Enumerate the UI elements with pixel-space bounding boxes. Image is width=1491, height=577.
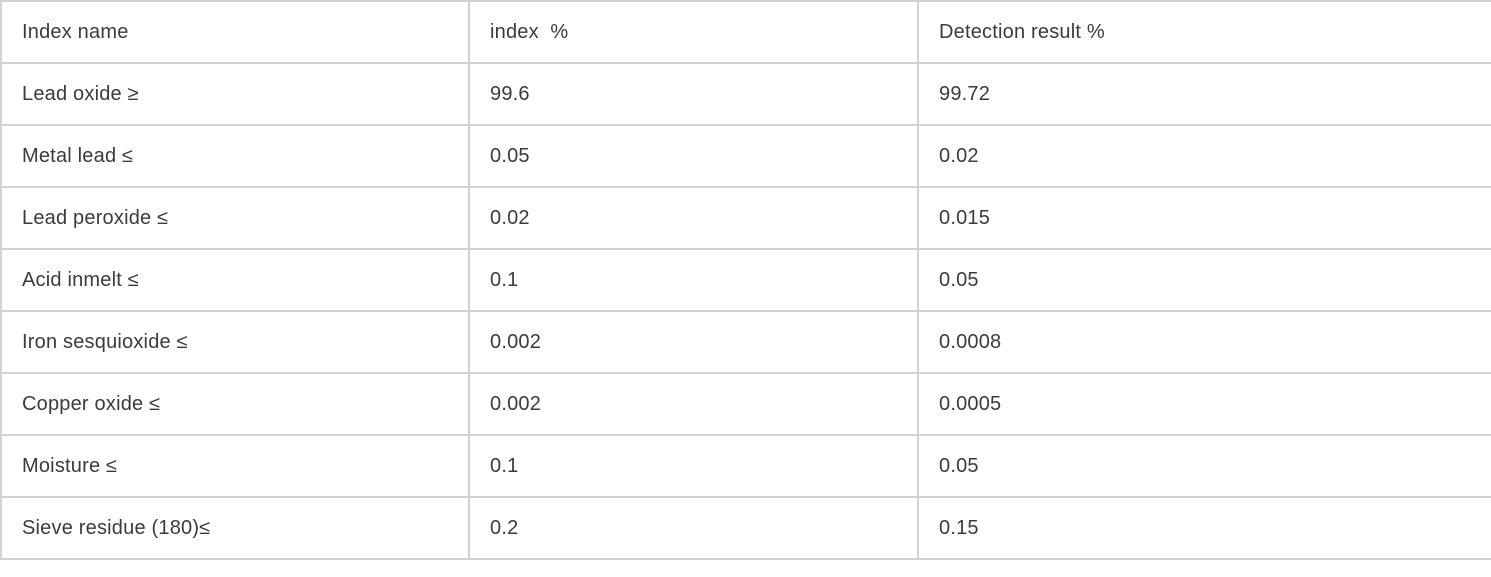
table-row: Sieve residue (180)≤ 0.2 0.15 (0, 496, 1491, 560)
cell-index-percent: 0.002 (468, 372, 919, 436)
cell-index-percent: 0.02 (468, 186, 919, 250)
column-header-detection-result: Detection result % (917, 0, 1491, 64)
cell-index-name: Acid inmelt ≤ (0, 248, 470, 312)
table-row: Metal lead ≤ 0.05 0.02 (0, 124, 1491, 188)
cell-detection-result: 0.0008 (917, 310, 1491, 374)
cell-index-percent: 0.002 (468, 310, 919, 374)
cell-index-percent: 0.1 (468, 434, 919, 498)
product-spec-table: Index name index % Detection result % Le… (0, 0, 1491, 560)
cell-index-name: Iron sesquioxide ≤ (0, 310, 470, 374)
cell-index-percent: 0.2 (468, 496, 919, 560)
table-row: Lead peroxide ≤ 0.02 0.015 (0, 186, 1491, 250)
cell-index-percent: 99.6 (468, 62, 919, 126)
cell-index-percent: 0.1 (468, 248, 919, 312)
cell-detection-result: 0.0005 (917, 372, 1491, 436)
cell-detection-result: 0.05 (917, 434, 1491, 498)
table-row: Moisture ≤ 0.1 0.05 (0, 434, 1491, 498)
table-row: Iron sesquioxide ≤ 0.002 0.0008 (0, 310, 1491, 374)
table-row: Copper oxide ≤ 0.002 0.0005 (0, 372, 1491, 436)
cell-index-name: Metal lead ≤ (0, 124, 470, 188)
table-row: Acid inmelt ≤ 0.1 0.05 (0, 248, 1491, 312)
table-row: Lead oxide ≥ 99.6 99.72 (0, 62, 1491, 126)
cell-index-name: Sieve residue (180)≤ (0, 496, 470, 560)
cell-index-name: Moisture ≤ (0, 434, 470, 498)
cell-detection-result: 0.02 (917, 124, 1491, 188)
cell-index-name: Copper oxide ≤ (0, 372, 470, 436)
cell-detection-result: 0.015 (917, 186, 1491, 250)
cell-detection-result: 99.72 (917, 62, 1491, 126)
cell-detection-result: 0.05 (917, 248, 1491, 312)
cell-index-percent: 0.05 (468, 124, 919, 188)
cell-detection-result: 0.15 (917, 496, 1491, 560)
column-header-index-percent: index % (468, 0, 919, 64)
cell-index-name: Lead peroxide ≤ (0, 186, 470, 250)
cell-index-name: Lead oxide ≥ (0, 62, 470, 126)
column-header-index-name: Index name (0, 0, 470, 64)
table-header-row: Index name index % Detection result % (0, 0, 1491, 64)
